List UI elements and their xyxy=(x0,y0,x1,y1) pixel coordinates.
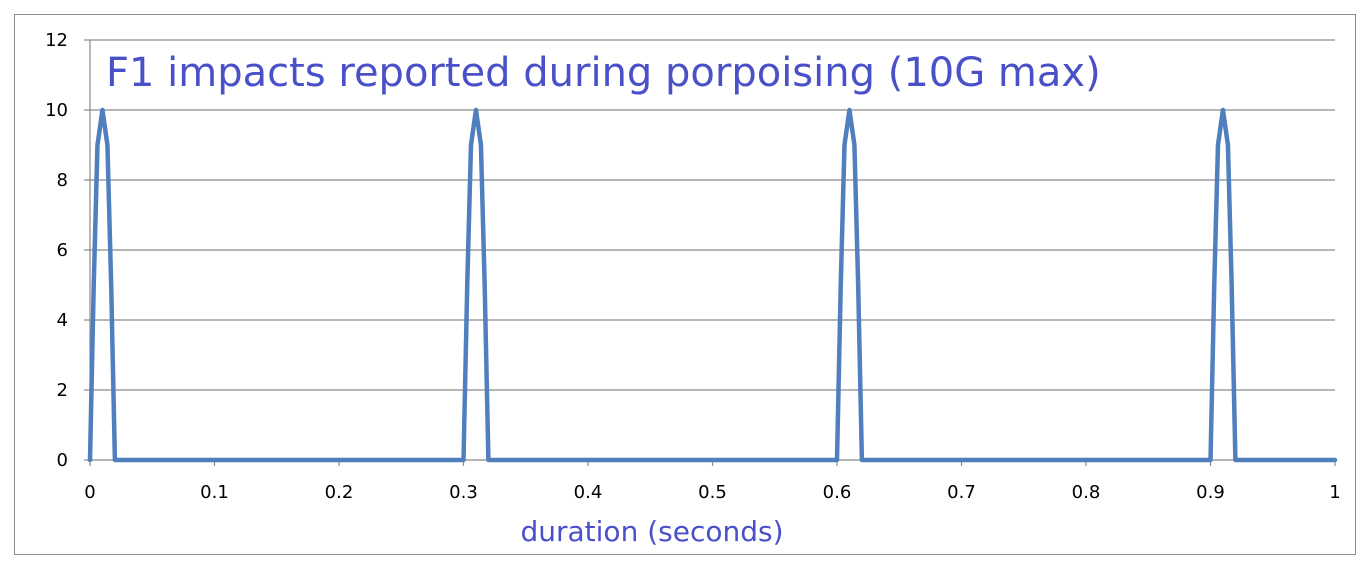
y-tick-label: 8 xyxy=(57,170,68,191)
y-tick-label: 0 xyxy=(57,450,68,471)
axis-layer xyxy=(84,39,1336,466)
x-tick-label: 0.9 xyxy=(1196,482,1225,503)
y-tick-label: 10 xyxy=(45,100,68,121)
x-tick-label: 1 xyxy=(1329,482,1340,503)
chart-frame xyxy=(14,14,1356,555)
series-line-0 xyxy=(87,107,1338,463)
y-tick-label: 6 xyxy=(57,240,68,261)
x-tick-label: 0.3 xyxy=(449,482,478,503)
y-tick-label: 12 xyxy=(45,30,68,51)
x-tick-label: 0.1 xyxy=(200,482,229,503)
series-layer xyxy=(87,107,1338,463)
tick-label-layer: 0 2 4 6 8 10 12 0 0.1 0.2 0.3 0.4 0.5 0.6 0.7 0.8 0.9 1 xyxy=(45,30,1341,503)
grid-layer xyxy=(90,39,1335,391)
x-tick-label: 0.6 xyxy=(823,482,852,503)
y-tick-label: 4 xyxy=(57,310,68,331)
x-tick-label: 0.2 xyxy=(325,482,354,503)
y-tick-label: 2 xyxy=(57,380,68,401)
x-tick-label: 0.8 xyxy=(1072,482,1101,503)
x-tick-label: 0.5 xyxy=(698,482,727,503)
chart-title: F1 impacts reported during porpoising (1… xyxy=(106,50,1101,96)
x-axis-title: duration (seconds) xyxy=(520,515,783,548)
x-tick-label: 0 xyxy=(84,482,95,503)
x-tick-label: 0.7 xyxy=(947,482,976,503)
x-tick-label: 0.4 xyxy=(574,482,603,503)
